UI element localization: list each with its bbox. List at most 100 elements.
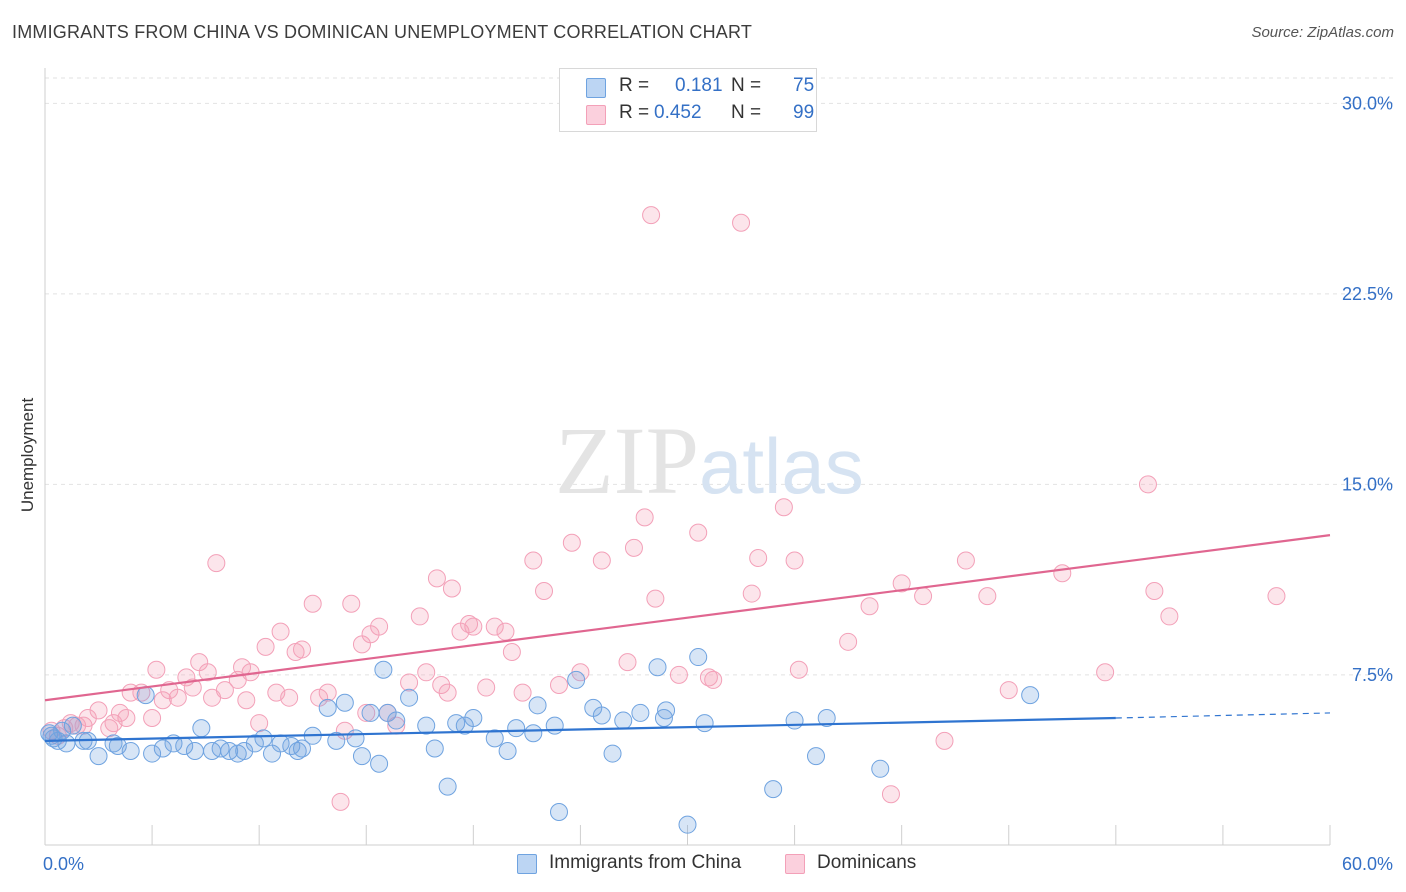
dominican-point xyxy=(618,653,637,672)
china-point xyxy=(370,754,389,773)
legend-r-label: R = xyxy=(619,102,650,123)
dominican-point xyxy=(89,701,108,720)
dominican-point xyxy=(689,523,708,542)
china-trendline-extension xyxy=(1115,712,1331,719)
dominican-point xyxy=(669,665,688,684)
chart-title: IMMIGRANTS FROM CHINA VS DOMINICAN UNEMP… xyxy=(12,22,753,42)
china-point xyxy=(185,742,204,761)
china-point xyxy=(387,711,406,730)
china-point xyxy=(352,747,371,766)
y-tick-label: 30.0% xyxy=(1342,93,1393,113)
dominican-point xyxy=(550,675,568,694)
china-point xyxy=(785,711,804,730)
dominican-point xyxy=(513,683,532,702)
dominican-point xyxy=(881,785,900,804)
dominican-point xyxy=(914,587,933,606)
china-point xyxy=(121,742,140,761)
dominican-point xyxy=(496,622,515,641)
dominican-point xyxy=(280,688,299,707)
source-credit: Source: ZipAtlas.com xyxy=(1251,24,1394,41)
china-point xyxy=(293,739,311,758)
dominican-point xyxy=(207,554,226,573)
china-point xyxy=(361,703,380,722)
dominican-point xyxy=(271,622,290,641)
dominican-point xyxy=(999,681,1018,700)
china-point xyxy=(335,693,354,712)
dominican-point xyxy=(860,597,879,616)
china-point xyxy=(507,719,526,738)
china-point xyxy=(689,648,708,667)
china-point xyxy=(524,724,543,743)
china-point xyxy=(89,747,108,766)
dominican-point xyxy=(477,678,496,697)
china-point xyxy=(417,716,436,735)
china-point xyxy=(550,802,568,821)
legend-r-value: 0.452 xyxy=(654,102,702,123)
y-tick-label: 7.5% xyxy=(1352,665,1393,685)
china-point xyxy=(374,660,393,679)
y-axis-label: Unemployment xyxy=(18,397,37,513)
dominican-point xyxy=(400,673,419,692)
dominican-point xyxy=(535,582,554,601)
dominican-point xyxy=(562,533,581,552)
dominican-point xyxy=(892,574,911,593)
dominican-point xyxy=(104,714,123,733)
china-point xyxy=(53,721,72,740)
dominican-point xyxy=(502,642,521,661)
china-point xyxy=(807,747,825,766)
dominican-point xyxy=(742,584,761,603)
dominican-point xyxy=(935,731,954,750)
china-point xyxy=(631,703,650,722)
dominican-point xyxy=(749,549,768,568)
watermark: ZIPatlas xyxy=(555,405,864,516)
legend-swatch-dominican xyxy=(785,854,805,874)
dominican-point xyxy=(293,640,311,659)
china-point xyxy=(817,709,836,728)
dominican-point xyxy=(774,498,793,517)
dominican-point xyxy=(956,551,975,570)
dominican-point xyxy=(785,551,804,570)
dominican-point xyxy=(635,508,654,527)
dominican-point xyxy=(464,617,483,636)
china-point xyxy=(871,759,890,778)
watermark-zip: ZIP xyxy=(555,407,699,514)
china-point xyxy=(1021,686,1040,705)
dominican-point xyxy=(1053,564,1072,583)
china-point xyxy=(346,729,365,748)
china-point xyxy=(654,709,673,728)
china-point xyxy=(153,739,172,758)
dominican-point xyxy=(370,617,389,636)
dominican-point xyxy=(642,206,661,225)
dominican-point xyxy=(153,691,172,710)
legend-swatch-dominican xyxy=(586,105,606,125)
china-point xyxy=(603,744,622,763)
china-point xyxy=(592,706,611,725)
dominican-point xyxy=(485,617,504,636)
china-point xyxy=(104,734,123,753)
dominican-point xyxy=(978,587,997,606)
legend-r-value: 0.181 xyxy=(675,75,723,96)
china-point xyxy=(657,701,676,720)
china-point xyxy=(254,729,273,748)
china-point xyxy=(545,716,564,735)
dominican-point xyxy=(704,670,723,689)
x-tick-label: 0.0% xyxy=(43,854,84,874)
watermark-atlas: atlas xyxy=(699,422,864,510)
legend-n-label: N = xyxy=(731,75,762,96)
china-point xyxy=(678,815,697,834)
dominican-point xyxy=(524,551,543,570)
legend-label-china: Immigrants from China xyxy=(549,852,742,873)
dominican-point xyxy=(1160,607,1179,626)
dominican-point xyxy=(646,589,665,608)
dominican-point xyxy=(432,675,451,694)
x-tick-label: 60.0% xyxy=(1342,854,1393,874)
china-point xyxy=(648,658,667,677)
dominican-point xyxy=(357,703,376,722)
dominican-point xyxy=(143,709,162,728)
dominican-point xyxy=(215,681,234,700)
china-point xyxy=(235,742,254,761)
dominican-point xyxy=(1267,587,1286,606)
legend-r-label: R = xyxy=(619,75,650,96)
dominican-trendline xyxy=(44,534,1331,702)
dominican-point xyxy=(147,660,166,679)
